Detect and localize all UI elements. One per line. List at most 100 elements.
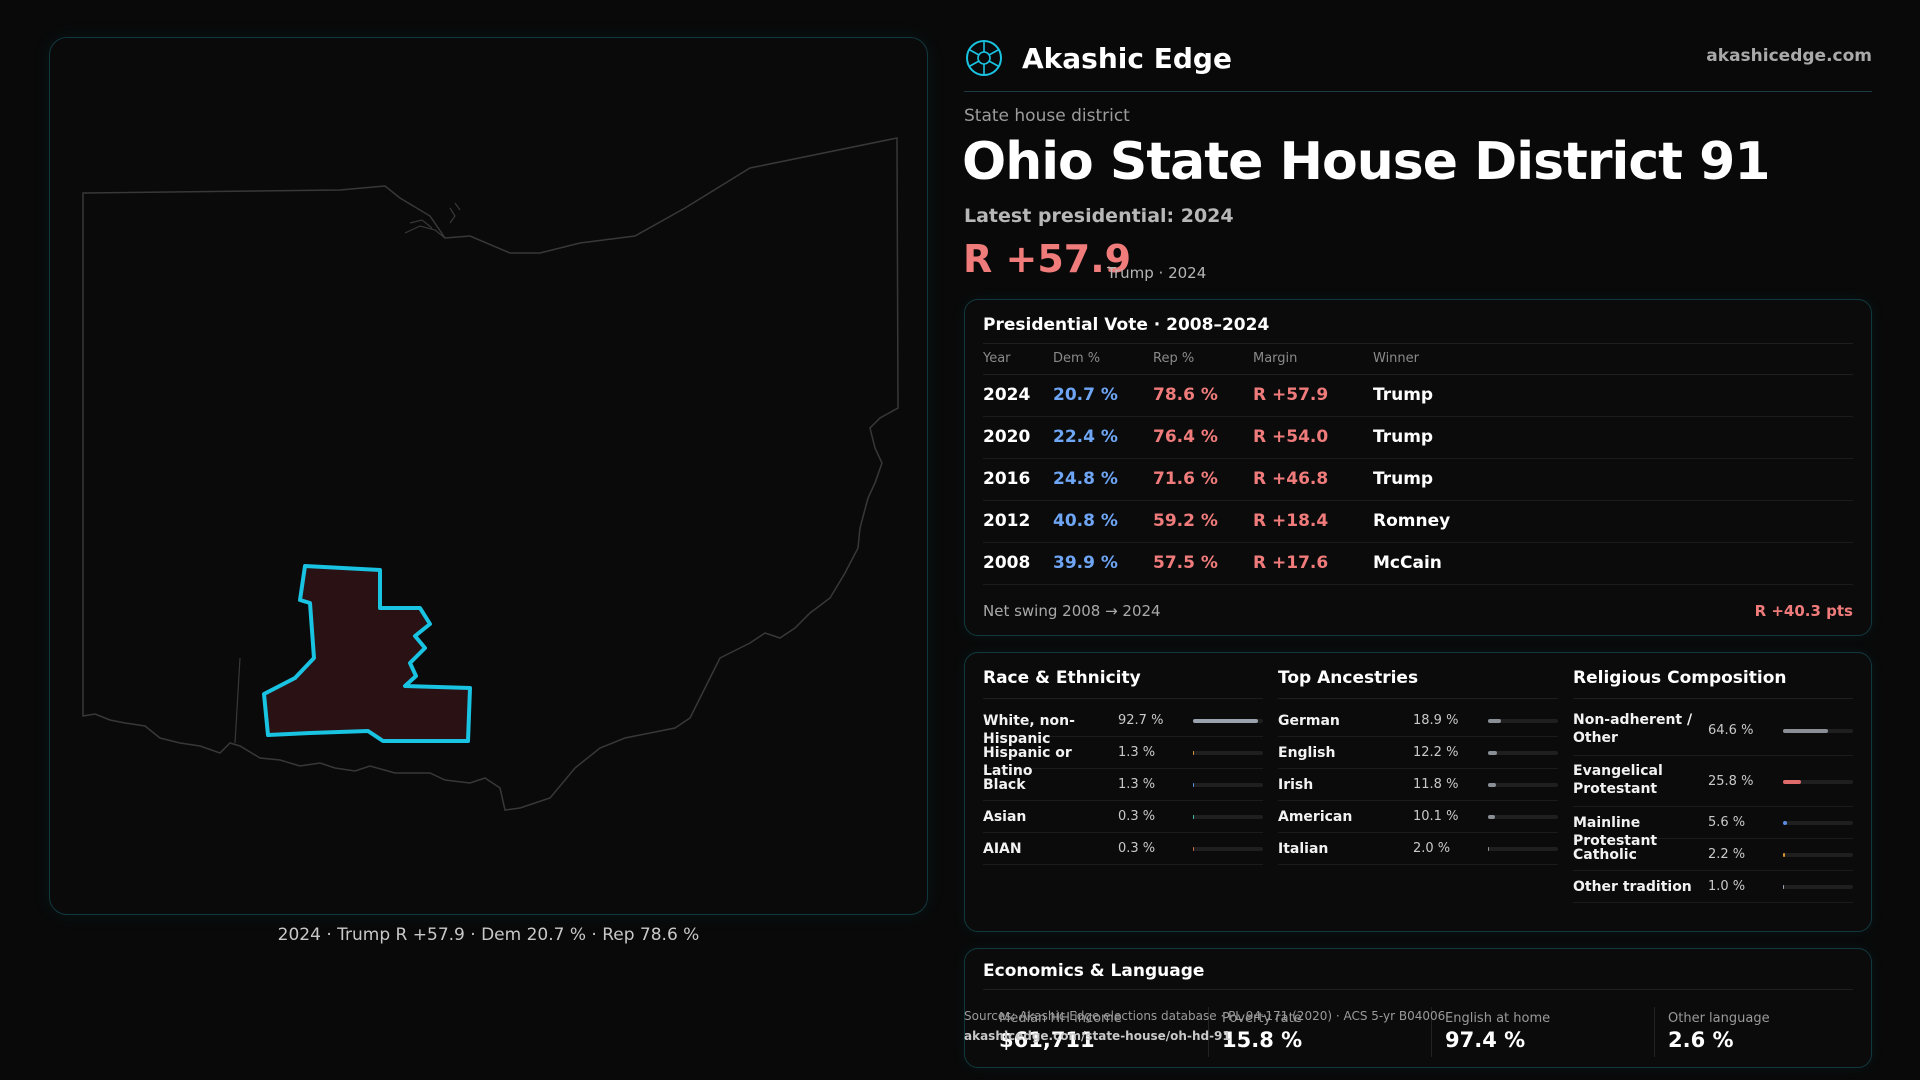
table-row[interactable]: 2012 40.8 % 59.2 % R +18.4 Romney xyxy=(983,501,1853,543)
cell-margin: R +54.0 xyxy=(1253,427,1329,447)
sources-text: Sources: Akashic Edge elections database… xyxy=(964,1009,1446,1023)
list-item: American 10.1 % xyxy=(1278,801,1558,833)
district-type-label: State house district xyxy=(964,106,1130,126)
stat-value: 15.8 % xyxy=(1222,1028,1303,1052)
table-row[interactable]: 2020 22.4 % 76.4 % R +54.0 Trump xyxy=(983,417,1853,459)
map-caption: 2024 · Trump R +57.9 · Dem 20.7 % · Rep … xyxy=(277,925,700,945)
stat-label: Poverty rate xyxy=(1222,1011,1302,1026)
table-row[interactable]: 2024 20.7 % 78.6 % R +57.9 Trump xyxy=(983,375,1853,417)
item-label: English xyxy=(1278,745,1336,761)
district-91-shape[interactable] xyxy=(262,564,472,743)
progress-bar xyxy=(1488,815,1558,819)
list-item: White, non-Hispanic 92.7 % xyxy=(983,705,1263,747)
progress-fill xyxy=(1488,783,1497,787)
header-year: Year xyxy=(983,351,1011,366)
item-label: Other tradition xyxy=(1573,879,1692,895)
item-label: Asian xyxy=(983,809,1027,825)
progress-fill xyxy=(1783,779,1802,784)
progress-fill xyxy=(1488,815,1496,819)
stat-label: Median HH income xyxy=(999,1011,1122,1026)
stat-poverty-rate: Poverty rate 15.8 % xyxy=(1222,1011,1302,1052)
item-value: 1.3 % xyxy=(1118,777,1156,792)
item-label: White, non-Hispanic xyxy=(983,713,1075,747)
item-label: Evangelical Protestant xyxy=(1573,763,1663,797)
cell-winner: McCain xyxy=(1373,553,1442,573)
stat-divider xyxy=(1208,1007,1209,1057)
card-divider xyxy=(983,989,1853,990)
ohio-map xyxy=(82,137,899,811)
cell-dem: 20.7 % xyxy=(1053,385,1118,405)
sources-note: Sources: Akashic Edge elections database… xyxy=(964,1006,1445,1046)
lake-shoreline xyxy=(404,202,461,239)
table-row[interactable]: 2016 24.8 % 71.6 % R +46.8 Trump xyxy=(983,459,1853,501)
cell-dem: 39.9 % xyxy=(1053,553,1118,573)
section-title: Race & Ethnicity xyxy=(983,668,1141,688)
stat-value: 97.4 % xyxy=(1445,1028,1526,1052)
interior-line xyxy=(234,657,241,744)
item-label: Non-adherent / Other xyxy=(1573,712,1693,746)
cell-rep: 76.4 % xyxy=(1153,427,1218,447)
item-label: Italian xyxy=(1278,841,1329,857)
source-url-link[interactable]: akashicedge.com/state-house/oh-hd-91 xyxy=(964,1029,1231,1043)
site-url-link[interactable]: akashicedge.com xyxy=(1706,46,1872,66)
cell-rep: 78.6 % xyxy=(1153,385,1218,405)
cell-dem: 24.8 % xyxy=(1053,469,1118,489)
cell-year: 2008 xyxy=(983,553,1031,573)
progress-fill xyxy=(1193,783,1195,787)
item-value: 1.0 % xyxy=(1708,879,1746,894)
stat-other-language: Other language 2.6 % xyxy=(1668,1011,1770,1052)
item-value: 1.3 % xyxy=(1118,745,1156,760)
progress-bar xyxy=(1488,751,1558,755)
district-map[interactable] xyxy=(49,37,928,915)
cell-winner: Trump xyxy=(1373,385,1434,405)
progress-fill xyxy=(1783,821,1787,825)
cell-winner: Trump xyxy=(1373,469,1434,489)
list-item: Black 1.3 % xyxy=(983,769,1263,801)
progress-bar xyxy=(1193,751,1263,755)
progress-bar xyxy=(1193,719,1263,723)
cell-winner: Trump xyxy=(1373,427,1434,447)
header-winner: Winner xyxy=(1373,351,1420,366)
section-divider xyxy=(983,698,1263,699)
item-value: 2.2 % xyxy=(1708,847,1746,862)
stat-value: 2.6 % xyxy=(1668,1028,1734,1052)
item-value: 0.3 % xyxy=(1118,841,1156,856)
cell-margin: R +57.9 xyxy=(1253,385,1329,405)
brand-name: Akashic Edge xyxy=(1022,41,1232,75)
list-item: Other tradition 1.0 % xyxy=(1573,871,1853,903)
progress-fill xyxy=(1193,751,1195,755)
latest-margin-subtitle: Trump · 2024 xyxy=(1107,264,1207,282)
header-divider-line xyxy=(983,374,1853,375)
progress-fill xyxy=(1488,719,1502,723)
section-divider xyxy=(1278,698,1558,699)
list-item: Irish 11.8 % xyxy=(1278,769,1558,801)
brand[interactable]: Akashic Edge xyxy=(964,36,1232,80)
progress-bar xyxy=(1783,885,1853,889)
progress-fill xyxy=(1783,728,1829,733)
progress-bar xyxy=(1783,728,1853,733)
section-divider xyxy=(1573,698,1853,699)
item-label: Black xyxy=(983,777,1026,793)
item-label: Hispanic or Latino xyxy=(983,745,1072,779)
item-value: 0.3 % xyxy=(1118,809,1156,824)
item-label: Irish xyxy=(1278,777,1314,793)
card-divider xyxy=(983,343,1853,344)
item-label: AIAN xyxy=(983,841,1022,857)
list-item: Hispanic or Latino 1.3 % xyxy=(983,737,1263,779)
progress-fill xyxy=(1488,751,1497,755)
table-row[interactable]: 2008 39.9 % 57.5 % R +17.6 McCain xyxy=(983,543,1853,585)
stat-median-income: Median HH income $61,711 xyxy=(999,1011,1122,1052)
progress-fill xyxy=(1488,847,1490,851)
net-swing-label: Net swing 2008 → 2024 xyxy=(983,602,1161,620)
state-outline xyxy=(82,137,899,811)
cell-year: 2012 xyxy=(983,511,1031,531)
cell-margin: R +46.8 xyxy=(1253,469,1329,489)
progress-bar xyxy=(1193,847,1263,851)
list-item: Catholic 2.2 % xyxy=(1573,839,1853,871)
cell-winner: Romney xyxy=(1373,511,1451,531)
stat-english-at-home: English at home 97.4 % xyxy=(1445,1011,1550,1052)
progress-bar xyxy=(1488,847,1558,851)
cell-rep: 71.6 % xyxy=(1153,469,1218,489)
progress-bar xyxy=(1488,719,1558,723)
economics-language-card: Economics & Language Median HH income $6… xyxy=(964,948,1872,1068)
